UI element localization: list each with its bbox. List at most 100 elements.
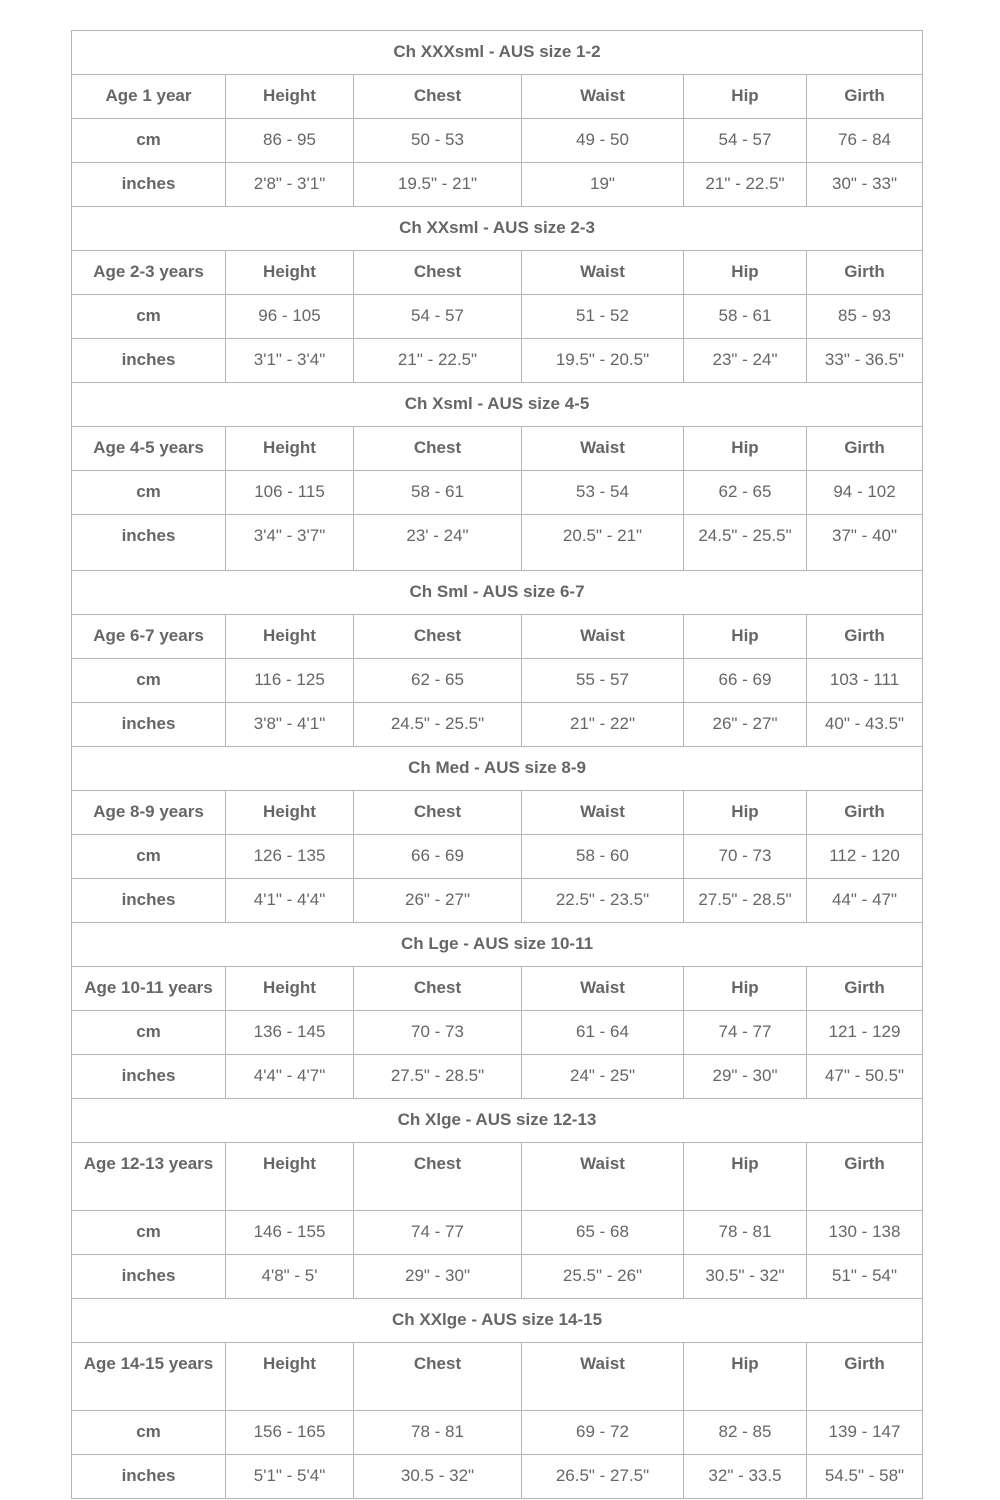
header-cell: Waist	[521, 790, 684, 835]
header-cell: Height	[225, 1142, 354, 1211]
header-cell: Waist	[521, 966, 684, 1011]
section-title: Ch Xlge - AUS size 12-13	[70, 1098, 924, 1143]
value-cell: 51 - 52	[521, 294, 684, 339]
data-row: inches 4'1" - 4'4" 26" - 27" 22.5" - 23.5" 2…	[71, 878, 924, 923]
header-cell: Girth	[805, 614, 924, 659]
header-cell: Waist	[521, 74, 684, 119]
value-cell: 74 - 77	[683, 1010, 807, 1055]
value-cell: 70 - 73	[353, 1010, 522, 1055]
value-cell: 86 - 95	[225, 118, 354, 163]
header-cell: Girth	[805, 426, 924, 471]
header-cell: Height	[225, 74, 354, 119]
header-cell: Age 8-9 years	[71, 790, 226, 835]
value-cell: 29" - 30"	[353, 1254, 522, 1299]
value-cell: 19.5" - 21"	[353, 162, 522, 207]
value-cell: 58 - 61	[353, 470, 522, 515]
header-cell: Hip	[683, 614, 807, 659]
header-cell: Age 2-3 years	[71, 250, 226, 295]
data-row: cm 116 - 125 62 - 65 55 - 57 66 - 69 103 - 11…	[71, 658, 924, 703]
header-cell: Chest	[353, 250, 522, 295]
unit-cell: inches	[71, 338, 226, 383]
unit-cell: cm	[71, 1210, 226, 1255]
value-cell: 126 - 135	[225, 834, 354, 879]
section-title: Ch XXsml - AUS size 2-3	[70, 206, 924, 251]
value-cell: 54 - 57	[683, 118, 807, 163]
value-cell: 65 - 68	[521, 1210, 684, 1255]
value-cell: 136 - 145	[225, 1010, 354, 1055]
unit-cell: cm	[71, 470, 226, 515]
section-title: Ch Med - AUS size 8-9	[70, 746, 924, 791]
header-cell: Age 4-5 years	[71, 426, 226, 471]
value-cell: 69 - 72	[521, 1410, 684, 1455]
value-cell: 146 - 155	[225, 1210, 354, 1255]
data-row: inches 3'4" - 3'7" 23' - 24" 20.5" - 21" 24.…	[71, 514, 924, 571]
header-cell: Waist	[521, 1142, 684, 1211]
value-cell: 4'4" - 4'7"	[225, 1054, 354, 1099]
value-cell: 106 - 115	[225, 470, 354, 515]
header-cell: Girth	[805, 1142, 924, 1211]
value-cell: 27.5" - 28.5"	[683, 878, 807, 923]
section-title: Ch XXlge - AUS size 14-15	[70, 1298, 924, 1343]
value-cell: 53 - 54	[521, 470, 684, 515]
header-cell: Hip	[683, 74, 807, 119]
section-title-row: Ch Sml - AUS size 6-7	[70, 570, 924, 615]
value-cell: 3'8" - 4'1"	[225, 702, 354, 747]
data-row: cm 106 - 115 58 - 61 53 - 54 62 - 65 94 - 102	[71, 470, 924, 515]
data-row: inches 3'1" - 3'4" 21" - 22.5" 19.5" - 20.5…	[71, 338, 924, 383]
header-cell: Hip	[683, 250, 807, 295]
value-cell: 32" - 33.5	[683, 1454, 807, 1499]
data-row: cm 136 - 145 70 - 73 61 - 64 74 - 77 121 - 12…	[71, 1010, 924, 1055]
unit-cell: cm	[71, 1010, 226, 1055]
unit-cell: inches	[71, 1454, 226, 1499]
header-cell: Height	[225, 250, 354, 295]
header-row: Age 8-9 years Height Chest Waist Hip Girth	[71, 790, 924, 835]
data-row: inches 2'8" - 3'1" 19.5" - 21" 19" 21" - 22.…	[71, 162, 924, 207]
size-chart-body: Ch XXXsml - AUS size 1-2 Age 1 year Height…	[70, 30, 924, 1499]
header-cell: Age 1 year	[71, 74, 226, 119]
value-cell: 30.5" - 32"	[683, 1254, 807, 1299]
header-cell: Height	[225, 966, 354, 1011]
value-cell: 25.5" - 26"	[521, 1254, 684, 1299]
value-cell: 78 - 81	[683, 1210, 807, 1255]
value-cell: 24" - 25"	[521, 1054, 684, 1099]
header-cell: Height	[225, 614, 354, 659]
header-row: Age 12-13 years Height Chest Waist Hip Girth	[71, 1142, 924, 1211]
value-cell: 22.5" - 23.5"	[521, 878, 684, 923]
value-cell: 58 - 60	[521, 834, 684, 879]
value-cell: 4'1" - 4'4"	[225, 878, 354, 923]
unit-cell: inches	[71, 162, 226, 207]
header-cell: Chest	[353, 74, 522, 119]
value-cell: 103 - 111	[805, 658, 924, 703]
header-cell: Chest	[353, 426, 522, 471]
header-cell: Age 10-11 years	[71, 966, 226, 1011]
header-cell: Waist	[521, 426, 684, 471]
value-cell: 23' - 24"	[353, 514, 522, 571]
value-cell: 21" - 22.5"	[353, 338, 522, 383]
header-cell: Age 12-13 years	[71, 1142, 226, 1211]
header-row: Age 4-5 years Height Chest Waist Hip Girth	[71, 426, 924, 471]
data-row: cm 146 - 155 74 - 77 65 - 68 78 - 81 130 - 13…	[71, 1210, 924, 1255]
unit-cell: inches	[71, 1254, 226, 1299]
value-cell: 156 - 165	[225, 1410, 354, 1455]
value-cell: 82 - 85	[683, 1410, 807, 1455]
header-cell: Girth	[805, 250, 924, 295]
value-cell: 40" - 43.5"	[805, 702, 924, 747]
section-title: Ch Lge - AUS size 10-11	[70, 922, 924, 967]
value-cell: 62 - 65	[353, 658, 522, 703]
section-title-row: Ch Xlge - AUS size 12-13	[70, 1098, 924, 1143]
value-cell: 33" - 36.5"	[805, 338, 924, 383]
unit-cell: cm	[71, 118, 226, 163]
value-cell: 112 - 120	[805, 834, 924, 879]
header-cell: Age 14-15 years	[71, 1342, 226, 1411]
value-cell: 5'1" - 5'4"	[225, 1454, 354, 1499]
unit-cell: inches	[71, 878, 226, 923]
data-row: inches 4'8" - 5' 29" - 30" 25.5" - 26" 30.5"…	[71, 1254, 924, 1299]
section-title-row: Ch XXXsml - AUS size 1-2	[70, 30, 924, 75]
value-cell: 55 - 57	[521, 658, 684, 703]
section-title-row: Ch XXsml - AUS size 2-3	[70, 206, 924, 251]
header-cell: Hip	[683, 426, 807, 471]
value-cell: 78 - 81	[353, 1410, 522, 1455]
value-cell: 27.5" - 28.5"	[353, 1054, 522, 1099]
header-cell: Hip	[683, 790, 807, 835]
unit-cell: cm	[71, 658, 226, 703]
